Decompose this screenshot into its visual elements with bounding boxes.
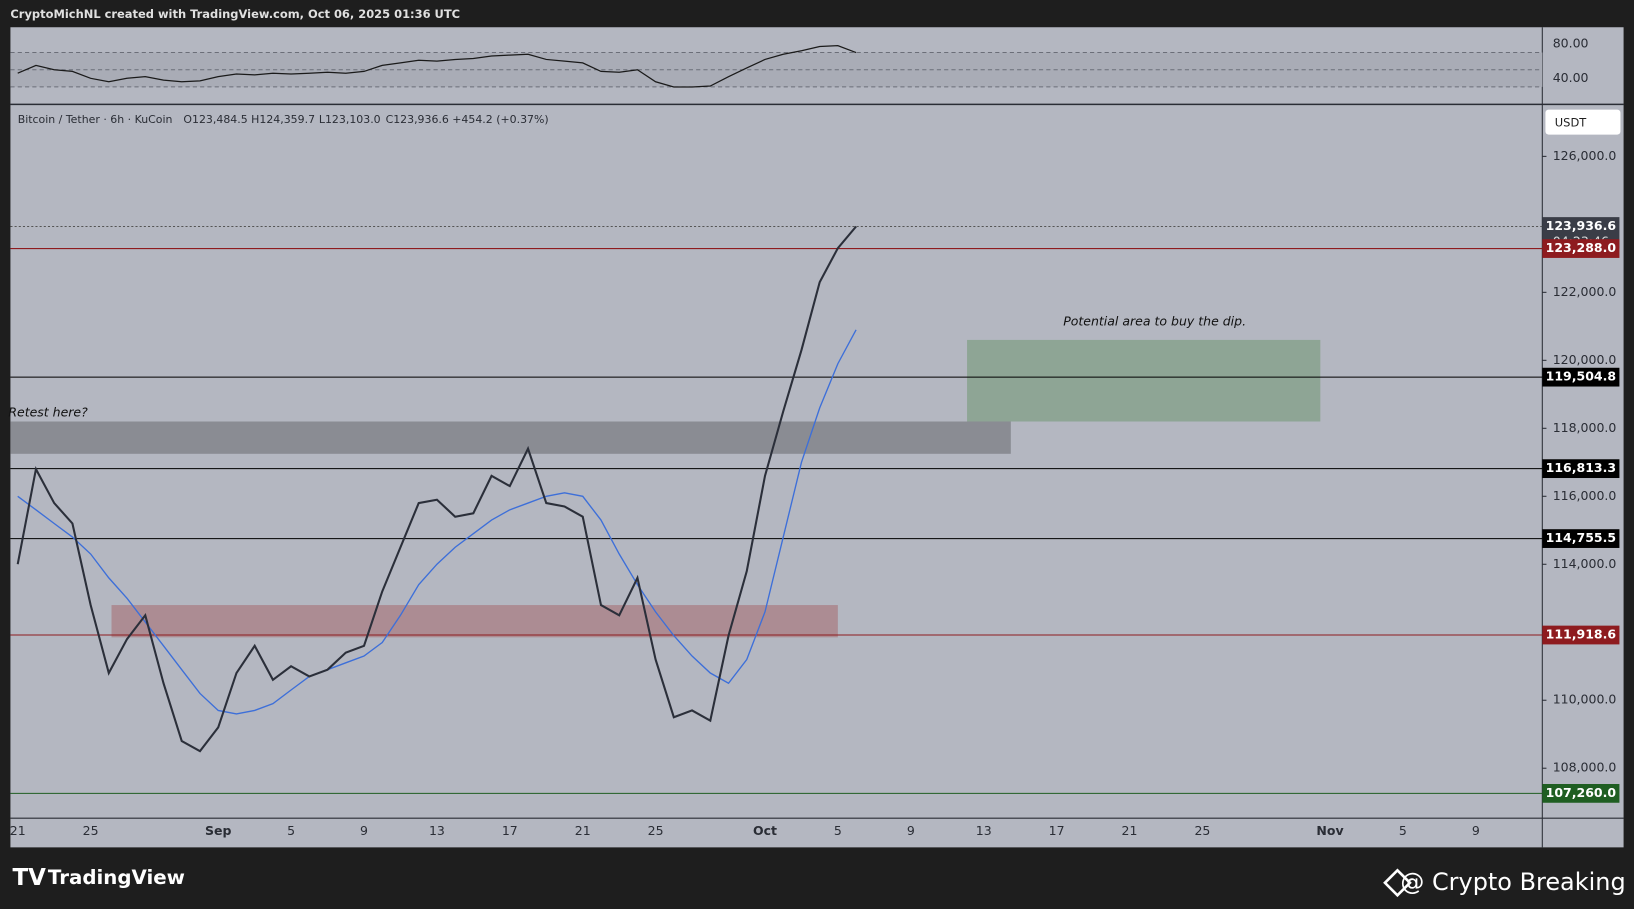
price-tick-label: 126,000.0 xyxy=(1553,148,1617,163)
level-label: 111,918.6 xyxy=(1546,627,1617,642)
time-label: 25 xyxy=(83,823,99,838)
price-tick-label: 108,000.0 xyxy=(1553,760,1617,775)
footer: TV TradingView @ Crypto Breaking xyxy=(13,865,1626,898)
time-label: 25 xyxy=(648,823,664,838)
level-tag xyxy=(1542,459,1620,479)
time-label: 5 xyxy=(834,823,842,838)
time-label: 9 xyxy=(907,823,915,838)
level-label: 123,288.0 xyxy=(1546,240,1617,255)
annotation: Potential area to buy the dip. xyxy=(1063,314,1246,329)
level-tag xyxy=(1542,529,1620,548)
time-label: Nov xyxy=(1316,823,1343,838)
time-label: 13 xyxy=(976,823,992,838)
level-tag xyxy=(1542,367,1620,387)
high: H124,359.7 xyxy=(251,113,315,126)
time-label: 17 xyxy=(1049,823,1065,838)
close: C123,936.6 xyxy=(386,113,449,126)
low: L123,103.0 xyxy=(319,113,381,126)
tv-logo: TV xyxy=(13,865,47,891)
legend: Bitcoin / Tether · 6h · KuCoin O123,484.… xyxy=(18,113,549,126)
level-tag xyxy=(1542,239,1620,258)
level-label: 123,936.6 xyxy=(1546,218,1617,233)
level-tag xyxy=(1542,783,1620,803)
plot: 126,000.0124,000.0122,000.0120,000.0118,… xyxy=(10,35,1620,838)
symbol: Bitcoin / Tether · 6h · KuCoin xyxy=(18,113,173,126)
time-label: 25 xyxy=(1194,823,1210,838)
time-label: 21 xyxy=(10,823,26,838)
level-tag xyxy=(1542,625,1620,645)
time-label: 21 xyxy=(1122,823,1138,838)
price-line xyxy=(16,225,857,753)
time-label: 9 xyxy=(1472,823,1480,838)
time-label: 21 xyxy=(575,823,591,838)
time-label: 17 xyxy=(502,823,518,838)
zone xyxy=(967,339,1321,422)
level-label: 114,755.5 xyxy=(1546,530,1616,545)
moving-average xyxy=(17,329,857,715)
annotation: Retest here? xyxy=(8,404,88,419)
zone xyxy=(111,605,838,638)
header: CryptoMichNL created with TradingView.co… xyxy=(10,7,460,21)
price-tick-label: 114,000.0 xyxy=(1553,556,1617,571)
level-label: 119,504.8 xyxy=(1546,369,1616,384)
zone xyxy=(10,421,1011,454)
time-label: 13 xyxy=(429,823,445,838)
change: +454.2 (+0.37%) xyxy=(452,113,548,126)
currency-box[interactable] xyxy=(1545,109,1621,135)
rsi-tick-label: 80.00 xyxy=(1553,35,1589,50)
time-label: 5 xyxy=(1399,823,1407,838)
price-tick-label: 120,000.0 xyxy=(1553,352,1617,367)
price-tick-label: 122,000.0 xyxy=(1553,284,1617,299)
credit-icon xyxy=(1383,868,1412,898)
time-label: Sep xyxy=(205,823,231,838)
open: O123,484.5 xyxy=(183,113,247,126)
currency[interactable]: USDT xyxy=(1555,116,1587,130)
time-label: 9 xyxy=(360,823,368,838)
credit: @ Crypto Breaking xyxy=(1400,868,1625,896)
rsi-line xyxy=(17,45,857,88)
time-label: 5 xyxy=(287,823,295,838)
price-tick-label: 118,000.0 xyxy=(1553,420,1617,435)
time-label: Oct xyxy=(753,823,777,838)
level-label: 116,813.3 xyxy=(1546,460,1616,475)
price-tick-label: 110,000.0 xyxy=(1553,692,1617,707)
price-tick-label: 116,000.0 xyxy=(1553,488,1617,503)
rsi-tick-label: 40.00 xyxy=(1553,70,1589,85)
level-label: 107,260.0 xyxy=(1546,785,1617,800)
brand: TradingView xyxy=(48,866,185,889)
